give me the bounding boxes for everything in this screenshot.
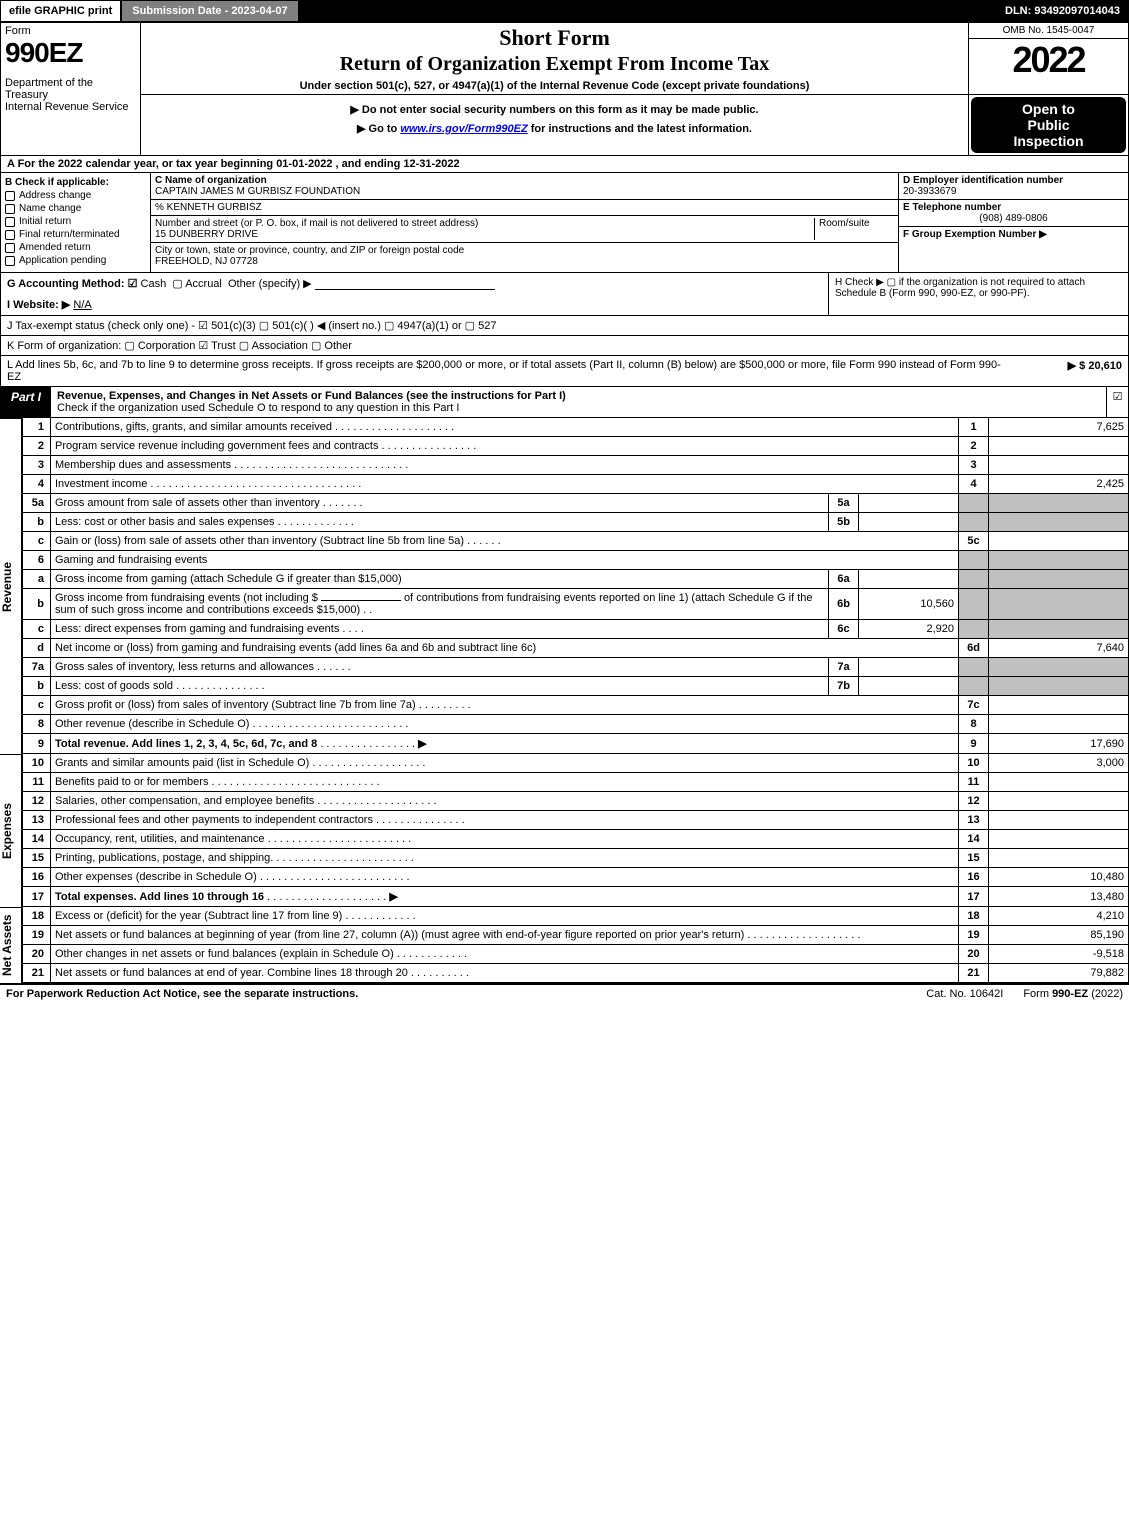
note-ssn: ▶ Do not enter social security numbers o… <box>145 103 964 116</box>
accounting-method-label: G Accounting Method: <box>7 278 125 290</box>
line-17: 17Total expenses. Add lines 10 through 1… <box>23 887 1129 907</box>
addr-header: Number and street (or P. O. box, if mail… <box>155 218 814 229</box>
open-to-public-badge: Open to Public Inspection <box>971 97 1126 153</box>
row-gh: G Accounting Method: ☑ Cash ▢ Accrual Ot… <box>0 273 1129 316</box>
ein-value: 20-3933679 <box>903 186 1124 197</box>
title-return: Return of Organization Exempt From Incom… <box>145 53 964 76</box>
group-exemption-header: F Group Exemption Number ▶ <box>903 229 1124 240</box>
line-5b: bLess: cost or other basis and sales exp… <box>23 513 1129 532</box>
part1-tab: Part I <box>1 387 51 417</box>
chk-initial-return[interactable] <box>5 217 15 227</box>
subtitle-under-section: Under section 501(c), 527, or 4947(a)(1)… <box>145 80 964 92</box>
row-l-amount: ▶ $ 20,610 <box>1002 359 1122 383</box>
line-3: 3Membership dues and assessments . . . .… <box>23 456 1129 475</box>
line-12: 12Salaries, other compensation, and empl… <box>23 792 1129 811</box>
line-6b: bGross income from fundraising events (n… <box>23 589 1129 620</box>
line-6d: dNet income or (loss) from gaming and fu… <box>23 639 1129 658</box>
section-d-header: D Employer identification number <box>903 175 1124 186</box>
line-20: 20Other changes in net assets or fund ba… <box>23 945 1129 964</box>
tax-year: 2022 <box>969 39 1128 81</box>
line-7a: 7aGross sales of inventory, less returns… <box>23 658 1129 677</box>
row-h-schedule-b: H Check ▶ ▢ if the organization is not r… <box>828 273 1128 315</box>
tel-value: (908) 489-0806 <box>903 213 1124 224</box>
side-label-revenue: Revenue <box>0 418 22 754</box>
city-header: City or town, state or province, country… <box>155 245 894 256</box>
line-14: 14Occupancy, rent, utilities, and mainte… <box>23 830 1129 849</box>
line-4: 4Investment income . . . . . . . . . . .… <box>23 475 1129 494</box>
section-bcd: B Check if applicable: Address change Na… <box>0 173 1129 273</box>
line-21: 21Net assets or fund balances at end of … <box>23 964 1129 983</box>
line-13: 13Professional fees and other payments t… <box>23 811 1129 830</box>
part1-schedule-o-check[interactable]: ☑ <box>1106 387 1128 417</box>
revenue-table: 1Contributions, gifts, grants, and simil… <box>22 418 1129 754</box>
net-assets-table: 18Excess or (deficit) for the year (Subt… <box>22 907 1129 983</box>
chk-application-pending[interactable] <box>5 256 15 266</box>
row-a-tax-year: A For the 2022 calendar year, or tax yea… <box>0 156 1129 173</box>
row-k-form-of-org: K Form of organization: ▢ Corporation ☑ … <box>0 336 1129 356</box>
chk-address-change[interactable] <box>5 191 15 201</box>
expenses-table: 10Grants and similar amounts paid (list … <box>22 754 1129 907</box>
org-name: CAPTAIN JAMES M GURBISZ FOUNDATION <box>155 186 894 197</box>
line-6c: cLess: direct expenses from gaming and f… <box>23 620 1129 639</box>
side-label-net-assets: Net Assets <box>0 907 22 983</box>
website-label: I Website: ▶ <box>7 299 70 311</box>
chk-final-return[interactable] <box>5 230 15 240</box>
line-19: 19Net assets or fund balances at beginni… <box>23 926 1129 945</box>
page-footer: For Paperwork Reduction Act Notice, see … <box>0 983 1129 1003</box>
irs-link[interactable]: www.irs.gov/Form990EZ <box>400 123 527 135</box>
irs-label: Internal Revenue Service <box>5 101 136 113</box>
room-suite-header: Room/suite <box>814 218 894 240</box>
title-short-form: Short Form <box>145 25 964 51</box>
form-ref: Form 990-EZ (2022) <box>1023 988 1123 1000</box>
row-l-gross-receipts: L Add lines 5b, 6c, and 7b to line 9 to … <box>0 356 1129 387</box>
part1-header: Part I Revenue, Expenses, and Changes in… <box>0 387 1129 418</box>
line-7b: bLess: cost of goods sold . . . . . . . … <box>23 677 1129 696</box>
catalog-number: Cat. No. 10642I <box>926 988 1003 1000</box>
line-6: 6Gaming and fundraising events <box>23 551 1129 570</box>
chk-name-change[interactable] <box>5 204 15 214</box>
submission-date: Submission Date - 2023-04-07 <box>122 1 299 21</box>
line-8: 8Other revenue (describe in Schedule O) … <box>23 715 1129 734</box>
line-7c: cGross profit or (loss) from sales of in… <box>23 696 1129 715</box>
line-16: 16Other expenses (describe in Schedule O… <box>23 868 1129 887</box>
line-9: 9Total revenue. Add lines 1, 2, 3, 4, 5c… <box>23 734 1129 754</box>
line-5c: cGain or (loss) from sale of assets othe… <box>23 532 1129 551</box>
efile-print-button[interactable]: efile GRAPHIC print <box>1 1 122 21</box>
line-15: 15Printing, publications, postage, and s… <box>23 849 1129 868</box>
city-state-zip: FREEHOLD, NJ 07728 <box>155 256 894 267</box>
line-2: 2Program service revenue including gover… <box>23 437 1129 456</box>
omb-number: OMB No. 1545-0047 <box>969 23 1128 39</box>
tel-header: E Telephone number <box>903 202 1124 213</box>
form-number: 990EZ <box>5 37 136 69</box>
top-bar: efile GRAPHIC print Submission Date - 20… <box>0 0 1129 22</box>
form-header: Form 990EZ Department of the Treasury In… <box>0 22 1129 156</box>
side-label-expenses: Expenses <box>0 754 22 907</box>
chk-amended-return[interactable] <box>5 243 15 253</box>
line-11: 11Benefits paid to or for members . . . … <box>23 773 1129 792</box>
website-value: N/A <box>73 299 91 311</box>
row-j-tax-exempt: J Tax-exempt status (check only one) - ☑… <box>0 316 1129 336</box>
dln-label: DLN: 93492097014043 <box>997 1 1128 21</box>
line-10: 10Grants and similar amounts paid (list … <box>23 754 1129 773</box>
paperwork-notice: For Paperwork Reduction Act Notice, see … <box>6 988 906 1000</box>
note-goto: ▶ Go to www.irs.gov/Form990EZ for instru… <box>145 122 964 135</box>
line-5a: 5aGross amount from sale of assets other… <box>23 494 1129 513</box>
form-label: Form <box>5 25 31 37</box>
section-b-header: B Check if applicable: <box>5 177 146 188</box>
dept-treasury: Department of the Treasury <box>5 77 136 101</box>
line-6a: aGross income from gaming (attach Schedu… <box>23 570 1129 589</box>
street-address: 15 DUNBERRY DRIVE <box>155 229 814 240</box>
section-c-header: C Name of organization <box>155 175 894 186</box>
line-1: 1Contributions, gifts, grants, and simil… <box>23 418 1129 437</box>
care-of: % KENNETH GURBISZ <box>151 200 898 216</box>
line-18: 18Excess or (deficit) for the year (Subt… <box>23 907 1129 926</box>
